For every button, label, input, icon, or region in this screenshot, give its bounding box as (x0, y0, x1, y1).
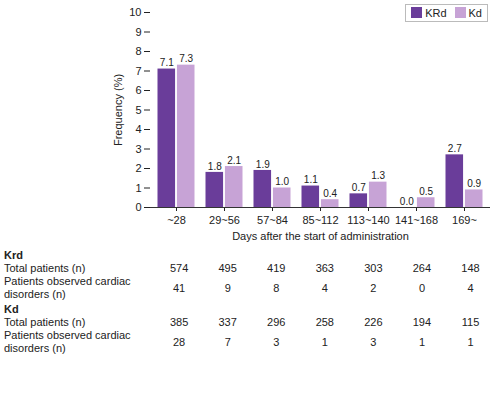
svg-text:9: 9 (135, 26, 141, 38)
html-text:28: 28 (173, 335, 186, 348)
svg-text:1.1: 1.1 (304, 174, 318, 185)
svg-text:7: 7 (135, 65, 141, 77)
svg-text:10: 10 (129, 6, 141, 18)
svg-text:85~112: 85~112 (302, 214, 338, 226)
html-text:Total patients (n): Total patients (n) (4, 316, 86, 328)
html-text:148: 148 (461, 262, 480, 274)
html-text:7: 7 (224, 335, 231, 348)
html-text:3: 3 (370, 335, 377, 348)
html-text:296: 296 (267, 316, 286, 328)
html-text:Patients observed cardiac diso: Patients observed cardiac disorders (n) (4, 329, 131, 354)
svg-text:2.7: 2.7 (448, 143, 462, 154)
html-text:1: 1 (467, 335, 474, 348)
html-text:115: 115 (461, 316, 480, 328)
html-text:495: 495 (218, 262, 237, 274)
svg-text:1.8: 1.8 (208, 161, 222, 172)
html-text:Kd: Kd (468, 7, 482, 19)
html-text:303: 303 (364, 262, 383, 274)
svg-text:0.0: 0.0 (400, 196, 414, 207)
html-text:363: 363 (315, 262, 334, 274)
html-text:4: 4 (321, 281, 328, 294)
svg-text:Days after the start of admini: Days after the start of administration (232, 230, 409, 242)
svg-text:0.4: 0.4 (323, 188, 337, 199)
html-text:1: 1 (418, 335, 425, 348)
svg-text:29~56: 29~56 (209, 214, 240, 226)
html-text:1: 1 (321, 335, 328, 348)
html-text:194: 194 (412, 316, 432, 328)
svg-text:0.9: 0.9 (467, 178, 481, 189)
svg-text:1.0: 1.0 (275, 176, 289, 187)
html-text:258: 258 (315, 316, 334, 328)
svg-text:113~140: 113~140 (347, 214, 389, 226)
html-text:Kd: Kd (4, 303, 19, 315)
html-text:574: 574 (169, 262, 189, 274)
svg-text:0: 0 (135, 201, 141, 213)
svg-text:2.1: 2.1 (227, 155, 241, 166)
svg-text:Frequency (%): Frequency (%) (112, 74, 124, 146)
html-text:2: 2 (370, 281, 377, 294)
svg-text:~28: ~28 (167, 214, 186, 226)
html-text:Total patients (n): Total patients (n) (4, 262, 86, 274)
svg-text:2: 2 (135, 162, 141, 174)
html-text:385: 385 (169, 316, 189, 328)
html-text:Krd: Krd (4, 249, 23, 261)
html-text:264: 264 (412, 262, 432, 274)
svg-text:1.3: 1.3 (371, 170, 385, 181)
html-text:41: 41 (173, 281, 186, 294)
svg-text:7.1: 7.1 (160, 57, 174, 68)
svg-text:6: 6 (135, 84, 141, 96)
svg-text:1.9: 1.9 (256, 159, 270, 170)
html-text:KRd: KRd (425, 7, 447, 19)
svg-text:0.7: 0.7 (352, 182, 366, 193)
html-text:Patients observed cardiac diso: Patients observed cardiac disorders (n) (4, 275, 131, 300)
svg-text:1: 1 (135, 182, 141, 194)
svg-text:57~84: 57~84 (257, 214, 288, 226)
svg-text:3: 3 (135, 143, 141, 155)
svg-text:4: 4 (135, 123, 141, 135)
html-text:0: 0 (418, 281, 425, 294)
svg-text:7.3: 7.3 (179, 53, 193, 64)
html-text:337: 337 (218, 316, 237, 328)
html-text:226: 226 (364, 316, 383, 328)
svg-text:5: 5 (135, 104, 141, 116)
html-text:8: 8 (273, 281, 280, 294)
html-text:419: 419 (267, 262, 286, 274)
svg-text:0.5: 0.5 (419, 186, 433, 197)
html-text:4: 4 (467, 281, 474, 294)
svg-text:141~168: 141~168 (395, 214, 438, 226)
svg-text:8: 8 (135, 45, 141, 57)
html-text:9: 9 (224, 281, 231, 294)
svg-text:169~: 169~ (452, 214, 477, 226)
html-text:3: 3 (273, 335, 280, 348)
